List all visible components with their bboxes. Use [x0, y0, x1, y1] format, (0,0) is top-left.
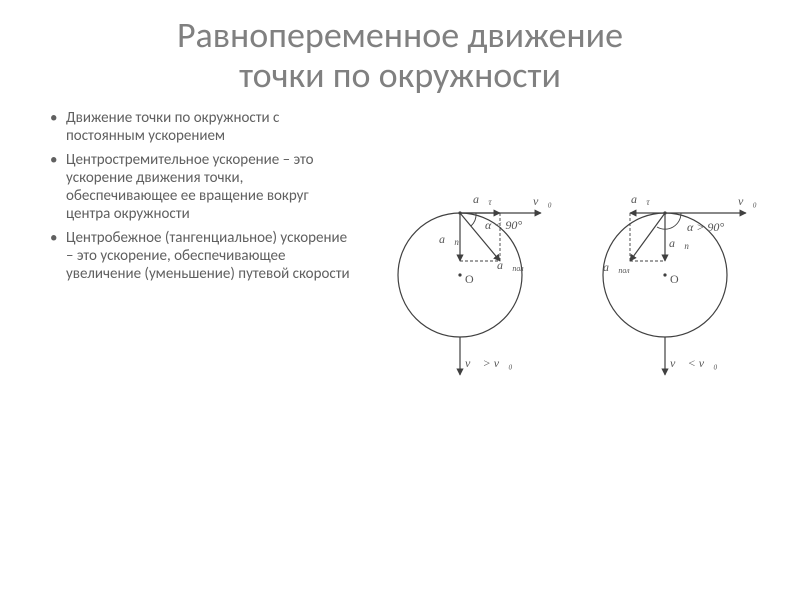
diagram-left: O v⃗₀ a⃗τ a⃗n a⃗пол α < 90°	[398, 192, 552, 375]
svg-text:O: O	[465, 272, 474, 286]
title-line-1: Равнопеременное движение	[177, 13, 623, 57]
title-line-2: точки по окружности	[239, 53, 561, 97]
svg-text:a⃗τ: a⃗τ	[473, 192, 492, 207]
svg-text:a⃗n: a⃗n	[669, 236, 689, 251]
bullet-item-2: Центростремительное ускорение – это уско…	[50, 151, 355, 223]
bullet-list: Движение точки по окружности с постоянны…	[20, 109, 365, 390]
svg-text:v⃗₀: v⃗₀	[533, 194, 552, 208]
content-row: Движение точки по окружности с постоянны…	[0, 109, 800, 390]
svg-text:O: O	[670, 272, 679, 286]
svg-text:v⃗ < v⃗₀: v⃗ < v⃗₀	[670, 356, 718, 370]
svg-text:α < 90°: α < 90°	[485, 218, 522, 232]
svg-text:a⃗пол: a⃗пол	[603, 260, 630, 275]
figure-area: O v⃗₀ a⃗τ a⃗n a⃗пол α < 90°	[365, 109, 780, 390]
physics-diagram: O v⃗₀ a⃗τ a⃗n a⃗пол α < 90°	[365, 165, 765, 385]
bullet-item-3: Центробежное (тангенциальное) ускорение …	[50, 229, 355, 283]
svg-text:a⃗n: a⃗n	[439, 232, 459, 247]
bullet-item-1: Движение точки по окружности с постоянны…	[50, 109, 355, 145]
page-title: Равнопеременное движение точки по окружн…	[0, 0, 800, 109]
diagram-right: O v⃗₀ a⃗τ a⃗n a⃗пол α > 90°	[603, 192, 757, 375]
svg-text:v⃗₀: v⃗₀	[738, 194, 757, 208]
svg-text:a⃗τ: a⃗τ	[631, 192, 650, 207]
svg-text:v⃗ > v⃗₀: v⃗ > v⃗₀	[465, 356, 513, 370]
svg-text:α > 90°: α > 90°	[687, 220, 724, 234]
